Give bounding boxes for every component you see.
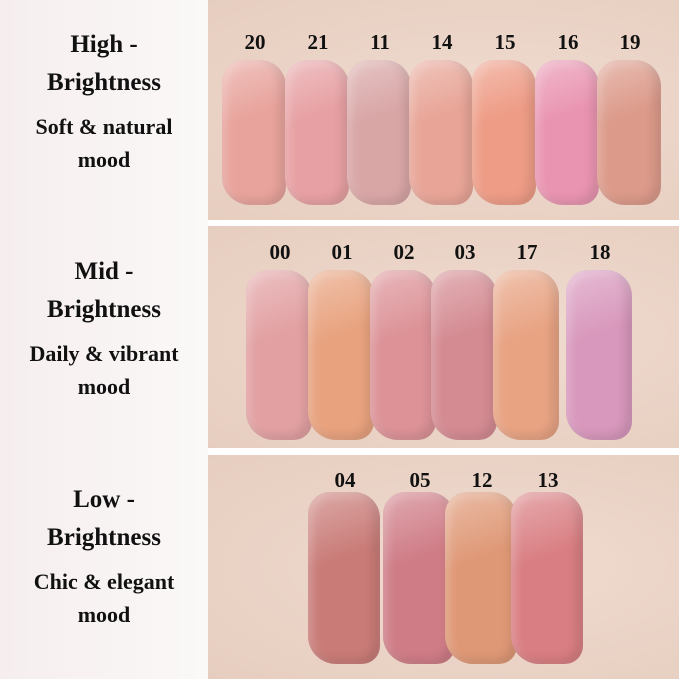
group-title: Mid - [74, 258, 134, 285]
swatch-19 [597, 60, 661, 205]
swatch-17 [493, 270, 559, 440]
shade-label: 16 [557, 30, 579, 54]
shade-label: 13 [537, 468, 559, 492]
group-mood: mood [77, 147, 131, 172]
group-low-caption: Low - Brightness Chic & elegant mood [0, 481, 208, 631]
swatch-20 [222, 60, 286, 205]
swatch-16 [535, 60, 599, 205]
swatch-18 [566, 270, 632, 440]
swatch-11 [347, 60, 411, 205]
shade-label: 12 [471, 468, 493, 492]
group-title: Brightness [47, 524, 161, 551]
shade-label: 21 [307, 30, 329, 54]
shade-label: 05 [409, 468, 431, 492]
group-title: Brightness [47, 69, 161, 96]
shade-label: 15 [494, 30, 516, 54]
group-mid-caption: Mid - Brightness Daily & vibrant mood [0, 253, 208, 403]
group-mood: mood [77, 374, 131, 399]
swatch-03 [431, 270, 497, 440]
swatch-15 [472, 60, 536, 205]
shade-label: 17 [516, 240, 538, 264]
group-title: Low - [73, 486, 135, 513]
shade-label: 03 [454, 240, 476, 264]
swatch-04 [308, 492, 380, 664]
shade-label: 18 [589, 240, 611, 264]
shade-label: 14 [431, 30, 453, 54]
shade-label: 20 [244, 30, 266, 54]
group-mood: Daily & vibrant [29, 341, 179, 366]
group-mood: Soft & natural [35, 114, 173, 139]
group-mood: Chic & elegant [33, 569, 175, 594]
group-title: High - [70, 31, 138, 58]
shade-label: 19 [619, 30, 641, 54]
swatch-14 [409, 60, 473, 205]
swatch-00 [246, 270, 312, 440]
swatch-01 [308, 270, 374, 440]
shade-label: 02 [393, 240, 415, 264]
swatch-13 [511, 492, 583, 664]
swatch-05 [383, 492, 455, 664]
shade-label: 11 [370, 30, 390, 54]
swatch-12 [445, 492, 517, 664]
group-mood: mood [77, 602, 131, 627]
shade-label: 01 [331, 240, 353, 264]
swatch-02 [370, 270, 436, 440]
shade-label: 04 [334, 468, 356, 492]
shade-label: 00 [269, 240, 291, 264]
group-title: Brightness [47, 296, 161, 323]
swatch-21 [285, 60, 349, 205]
left-caption-column [0, 0, 208, 679]
group-high-caption: High - Brightness Soft & natural mood [0, 26, 208, 176]
